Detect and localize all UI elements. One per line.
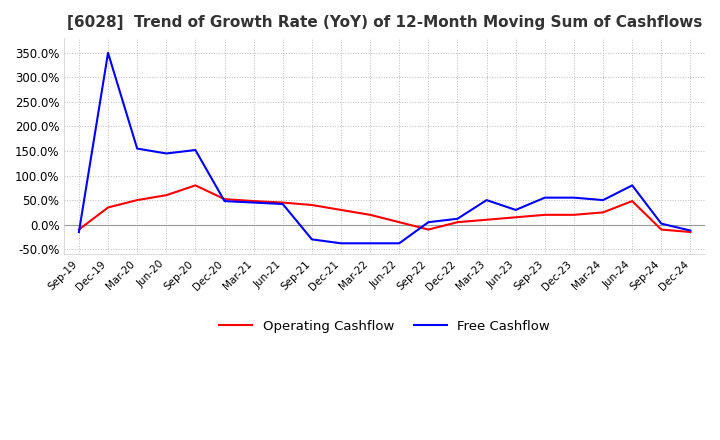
Legend: Operating Cashflow, Free Cashflow: Operating Cashflow, Free Cashflow — [214, 315, 555, 338]
Free Cashflow — [366, 241, 374, 246]
Operating Cashflow — [541, 212, 549, 217]
Free Cashflow — [104, 50, 112, 55]
Free Cashflow — [511, 207, 520, 213]
Free Cashflow — [453, 216, 462, 221]
Free Cashflow — [162, 151, 171, 156]
Free Cashflow — [279, 202, 287, 207]
Operating Cashflow — [395, 220, 404, 225]
Operating Cashflow — [511, 215, 520, 220]
Operating Cashflow — [482, 217, 491, 222]
Free Cashflow — [337, 241, 346, 246]
Free Cashflow — [657, 221, 666, 226]
Operating Cashflow — [686, 229, 695, 235]
Operating Cashflow — [104, 205, 112, 210]
Operating Cashflow — [657, 227, 666, 232]
Operating Cashflow — [162, 193, 171, 198]
Free Cashflow — [395, 241, 404, 246]
Free Cashflow — [191, 147, 199, 153]
Operating Cashflow — [453, 220, 462, 225]
Title: [6028]  Trend of Growth Rate (YoY) of 12-Month Moving Sum of Cashflows: [6028] Trend of Growth Rate (YoY) of 12-… — [67, 15, 703, 30]
Free Cashflow — [541, 195, 549, 200]
Operating Cashflow — [191, 183, 199, 188]
Operating Cashflow — [133, 198, 142, 203]
Free Cashflow — [599, 198, 608, 203]
Operating Cashflow — [337, 207, 346, 213]
Free Cashflow — [424, 220, 433, 225]
Operating Cashflow — [220, 197, 229, 202]
Free Cashflow — [307, 237, 316, 242]
Free Cashflow — [75, 229, 84, 235]
Operating Cashflow — [424, 227, 433, 232]
Free Cashflow — [249, 200, 258, 205]
Operating Cashflow — [75, 227, 84, 232]
Free Cashflow — [133, 146, 142, 151]
Operating Cashflow — [628, 198, 636, 204]
Operating Cashflow — [570, 212, 578, 217]
Line: Operating Cashflow: Operating Cashflow — [79, 185, 690, 232]
Operating Cashflow — [279, 200, 287, 205]
Operating Cashflow — [366, 212, 374, 217]
Free Cashflow — [686, 228, 695, 233]
Free Cashflow — [220, 198, 229, 204]
Operating Cashflow — [249, 198, 258, 204]
Free Cashflow — [482, 198, 491, 203]
Operating Cashflow — [307, 202, 316, 208]
Free Cashflow — [628, 183, 636, 188]
Free Cashflow — [570, 195, 578, 200]
Line: Free Cashflow: Free Cashflow — [79, 53, 690, 243]
Operating Cashflow — [599, 210, 608, 215]
